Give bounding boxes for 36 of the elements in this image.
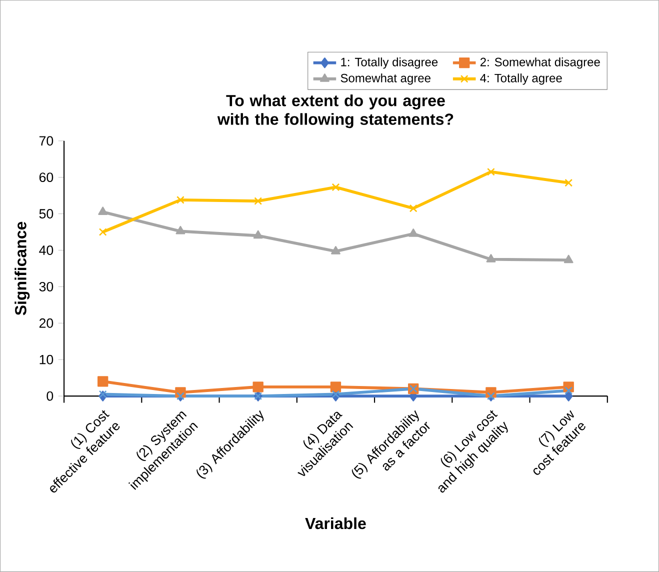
y-tick-label: 60 [39,172,54,182]
point [176,226,186,234]
y-tick-label: 30 [39,282,54,292]
point [331,246,340,254]
point [176,196,184,204]
y-tick-label: 0 [46,391,54,401]
point [330,382,342,392]
point [408,228,418,237]
y-axis-title: Significance [14,222,30,316]
point [564,386,573,395]
point [98,206,108,215]
point [486,254,496,262]
point [564,178,573,187]
point [254,197,262,206]
legend-label: 1: Totally disagree [341,58,438,69]
y-tick-label: 70 [39,136,54,146]
point [564,390,573,402]
legend-label: 4: Totally agree [480,74,562,85]
point [253,230,263,239]
point [564,254,574,264]
x-axis-title: Variable [305,517,366,530]
y-tick-label: 10 [40,354,54,364]
legend-label: Somewhat agree [340,74,430,85]
legend-label: 2: Somewhat disagree [480,58,600,69]
point [487,168,495,176]
point [98,376,108,387]
point [98,228,107,236]
point [332,390,340,398]
chart-title: To what extent do you agree with the following statements? [217,94,454,128]
point [252,382,264,392]
point [332,183,340,192]
y-tick-label: 40 [39,246,54,255]
y-tick-label: 20 [39,318,54,328]
point [409,204,418,212]
y-tick-label: 50 [39,209,54,219]
point [98,390,107,398]
